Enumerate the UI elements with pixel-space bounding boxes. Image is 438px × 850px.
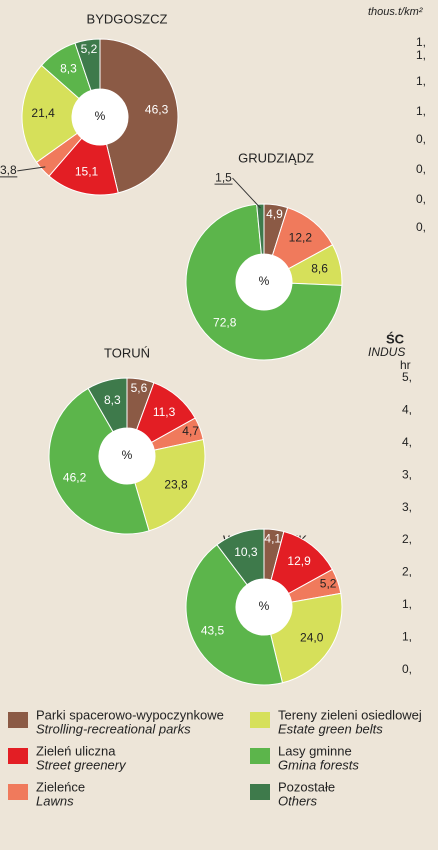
value-label: 8,3	[104, 393, 121, 407]
tick-label: 0,	[416, 220, 426, 234]
legend-label: Zieleńce	[36, 779, 85, 794]
legend-swatch	[8, 784, 28, 800]
tick-label: 4,	[402, 403, 412, 417]
legend-swatch	[8, 748, 28, 764]
value-label: 24,0	[300, 630, 324, 644]
value-label: 4,7	[182, 424, 199, 438]
value-label: 5,2	[81, 42, 98, 56]
value-label: 3,8	[0, 163, 17, 177]
legend-label: Parki spacerowo-wypoczynkowe	[36, 707, 224, 722]
value-label: 12,2	[289, 230, 313, 244]
tick-label: 1,	[402, 629, 412, 643]
tick-label: 4,	[402, 435, 412, 449]
unit-label: hr	[400, 358, 411, 372]
tick-label: 1,	[416, 35, 426, 49]
chart-title: TORUŃ	[104, 345, 150, 360]
subheading: INDUS	[368, 345, 405, 359]
legend-label-en: Gmina forests	[278, 757, 359, 772]
tick-label: 5,	[402, 370, 412, 384]
value-label: 72,8	[213, 315, 237, 329]
value-label: 21,4	[31, 106, 55, 120]
value-label: 11,3	[153, 405, 176, 419]
value-label: 46,2	[63, 471, 87, 485]
legend-swatch	[8, 712, 28, 728]
legend-swatch	[250, 712, 270, 728]
tick-label: 2,	[402, 532, 412, 546]
value-label: 5,2	[320, 577, 337, 591]
donut-hole	[236, 579, 292, 635]
legend-label-en: Street greenery	[36, 757, 127, 772]
legend-swatch	[250, 748, 270, 764]
value-label: 8,3	[60, 62, 77, 76]
value-label: 23,8	[164, 477, 188, 491]
unit-label: thous.t/km²	[368, 6, 423, 18]
legend-label-en: Estate green belts	[278, 721, 383, 736]
legend-label-en: Lawns	[36, 793, 74, 808]
tick-label: 0,	[402, 662, 412, 676]
value-label: 4,9	[266, 207, 283, 221]
tick-label: 1,	[416, 104, 426, 118]
legend-label: Lasy gminne	[278, 743, 352, 758]
value-label: 15,1	[75, 165, 99, 179]
tick-label: 0,	[416, 192, 426, 206]
heading: ŚC	[386, 331, 405, 346]
value-label: 8,6	[311, 261, 328, 275]
value-label: 4,1	[264, 532, 281, 546]
center-label: %	[259, 599, 270, 613]
center-label: %	[259, 274, 270, 288]
tick-label: 2,	[402, 565, 412, 579]
tick-label: 0,	[416, 162, 426, 176]
legend-label-en: Others	[278, 793, 318, 808]
chart-title: GRUDZIĄDZ	[238, 150, 314, 165]
donut-hole	[99, 428, 155, 484]
tick-label: 1,	[402, 597, 412, 611]
leader-line	[17, 166, 46, 172]
center-label: %	[95, 109, 106, 123]
donut-hole	[72, 89, 128, 145]
chart-title: BYDGOSZCZ	[87, 11, 168, 26]
tick-label: 1,	[416, 48, 426, 62]
legend-label-en: Strolling-recreational parks	[36, 721, 191, 736]
legend-label: Zieleń uliczna	[36, 743, 116, 758]
legend-label: Pozostałe	[278, 779, 335, 794]
legend-label: Tereny zieleni osiedlowej	[278, 707, 422, 722]
value-label: 5,6	[131, 381, 148, 395]
center-label: %	[122, 448, 133, 462]
value-label: 43,5	[201, 624, 225, 638]
leader-line	[232, 177, 261, 209]
legend-swatch	[250, 784, 270, 800]
value-label: 12,9	[287, 554, 311, 568]
value-label: 46,3	[145, 102, 169, 116]
donut-hole	[236, 254, 292, 310]
tick-label: 1,	[416, 74, 426, 88]
tick-label: 0,	[416, 132, 426, 146]
value-label: 1,5	[215, 170, 232, 184]
tick-label: 3,	[402, 467, 412, 481]
tick-label: 3,	[402, 500, 412, 514]
value-label: 10,3	[234, 545, 258, 559]
